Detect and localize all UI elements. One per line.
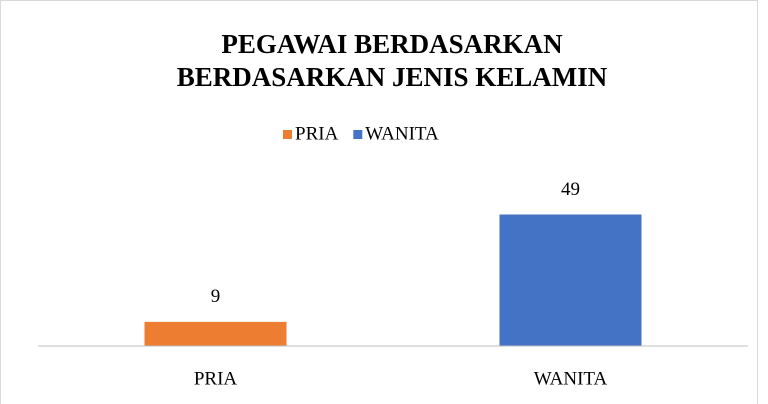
- bar: [144, 321, 287, 346]
- legend-label: WANITA: [365, 123, 439, 144]
- x-tick-label: WANITA: [534, 368, 608, 389]
- data-label: 9: [211, 286, 221, 307]
- data-label: 49: [561, 179, 580, 200]
- chart-title: BERDASARKAN JENIS KELAMIN: [177, 62, 608, 92]
- legend-swatch: [353, 130, 363, 139]
- bar: [499, 214, 642, 346]
- legend-label: PRIA: [295, 123, 339, 144]
- legend-swatch: [283, 130, 292, 139]
- chart-title: PEGAWAI BERDASARKAN: [221, 29, 563, 59]
- x-tick-label: PRIA: [194, 368, 238, 389]
